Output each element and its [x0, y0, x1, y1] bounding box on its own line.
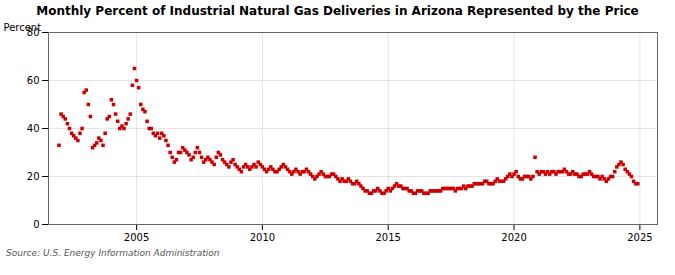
svg-text:2015: 2015 — [376, 232, 401, 243]
svg-text:40: 40 — [27, 123, 40, 134]
svg-text:2010: 2010 — [250, 232, 275, 243]
svg-text:60: 60 — [27, 75, 40, 86]
html-text:Source: U.S. Energy Informatio: Source: U.S. Energy Information Administ… — [6, 248, 220, 258]
svg-text:0: 0 — [33, 219, 39, 230]
svg-text:2025: 2025 — [627, 232, 652, 243]
svg-text:2020: 2020 — [501, 232, 526, 243]
svg-text:2005: 2005 — [124, 232, 149, 243]
svg-text:20: 20 — [27, 171, 40, 182]
svg-text:Percent: Percent — [4, 22, 42, 33]
html-text:Monthly Percent of Industrial: Monthly Percent of Industrial Natural Ga… — [36, 4, 639, 18]
